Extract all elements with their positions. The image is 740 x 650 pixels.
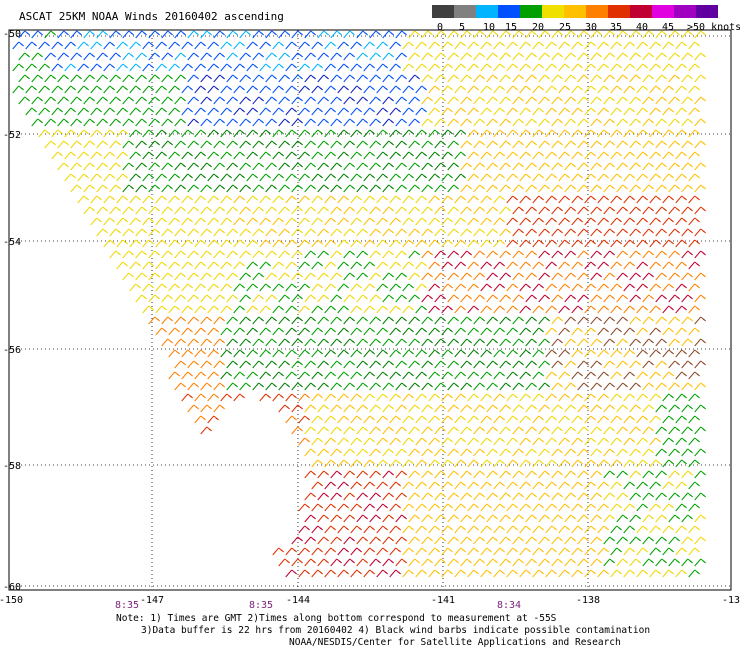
longitude-labels: -150 -147 -144 -141 -138 -13 [0, 595, 740, 606]
gridlines [9, 30, 731, 590]
legend-swatch [476, 5, 498, 18]
time-label: 8:35 [115, 600, 139, 611]
legend-swatch [542, 5, 564, 18]
legend-swatch [432, 5, 454, 18]
time-labels: 8:35 8:35 8:34 [115, 600, 521, 611]
legend-swatch [696, 5, 718, 18]
legend-label: 0 [437, 22, 443, 33]
plot-frame [8, 29, 732, 591]
legend-label: 20 [532, 22, 544, 33]
lat-label: -50 [3, 29, 21, 40]
wind-speed-legend: 0 5 10 15 20 25 30 35 40 45 >50 knots [432, 5, 740, 33]
lat-label: -52 [3, 130, 21, 141]
legend-swatch [586, 5, 608, 18]
time-label: 8:35 [249, 600, 273, 611]
legend-label: 45 [662, 22, 674, 33]
map-title: ASCAT 25KM NOAA Winds 20160402 ascending [19, 10, 284, 23]
wind-barbs [12, 30, 707, 578]
lon-label: -138 [576, 595, 600, 606]
legend-swatch [454, 5, 476, 18]
note-line-1: Note: 1) Times are GMT 2)Times along bot… [116, 613, 557, 624]
legend-swatch [520, 5, 542, 18]
time-label: 8:34 [497, 600, 521, 611]
legend-label: >50 knots [687, 22, 740, 33]
lon-label: -144 [286, 595, 310, 606]
legend-swatch [630, 5, 652, 18]
lat-label: -56 [3, 345, 21, 356]
legend-swatch [674, 5, 696, 18]
legend-label: 15 [505, 22, 517, 33]
legend-swatch [652, 5, 674, 18]
lat-label: -58 [3, 461, 21, 472]
lat-label: -60 [3, 582, 21, 593]
lon-label: -147 [140, 595, 164, 606]
note-line-3: NOAA/NESDIS/Center for Satellite Applica… [289, 637, 621, 648]
legend-swatch [498, 5, 520, 18]
lat-label: -54 [3, 237, 21, 248]
legend-label: 35 [610, 22, 622, 33]
legend-label: 10 [483, 22, 495, 33]
legend-label: 30 [585, 22, 597, 33]
lon-label: -141 [431, 595, 455, 606]
legend-label: 40 [636, 22, 648, 33]
legend-swatch [564, 5, 586, 18]
lon-label: -13 [722, 595, 740, 606]
latitude-labels: -50 -52 -54 -56 -58 -60 [3, 29, 21, 593]
legend-swatch [608, 5, 630, 18]
legend-label: 5 [459, 22, 465, 33]
legend-label: 25 [559, 22, 571, 33]
lon-label: -150 [0, 595, 23, 606]
note-line-2: 3)Data buffer is 22 hrs from 20160402 4)… [141, 625, 651, 636]
